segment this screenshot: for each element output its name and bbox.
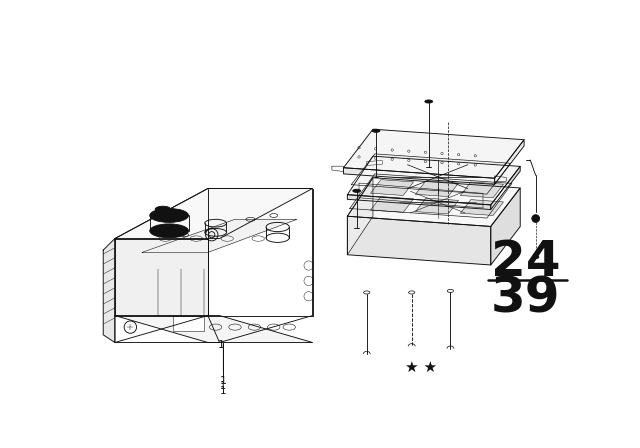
Polygon shape [115, 238, 208, 315]
Polygon shape [344, 129, 524, 178]
Ellipse shape [150, 224, 189, 238]
Ellipse shape [372, 129, 380, 132]
Polygon shape [461, 182, 504, 198]
Polygon shape [115, 189, 312, 238]
Polygon shape [491, 188, 520, 265]
Ellipse shape [425, 100, 433, 103]
Polygon shape [173, 315, 204, 331]
Polygon shape [415, 198, 458, 214]
Polygon shape [348, 216, 491, 265]
Polygon shape [351, 154, 511, 194]
Polygon shape [344, 168, 495, 185]
Polygon shape [371, 197, 413, 212]
Text: 1: 1 [220, 381, 227, 391]
Polygon shape [371, 180, 413, 195]
Polygon shape [495, 176, 506, 181]
Polygon shape [348, 178, 373, 255]
Polygon shape [115, 315, 312, 343]
Polygon shape [348, 195, 491, 210]
Polygon shape [142, 220, 297, 252]
Text: 1: 1 [220, 376, 227, 386]
Text: 1: 1 [218, 340, 225, 350]
Polygon shape [348, 156, 520, 205]
Ellipse shape [532, 255, 539, 258]
Polygon shape [103, 238, 115, 343]
Polygon shape [332, 166, 344, 172]
Polygon shape [349, 174, 512, 218]
Polygon shape [491, 166, 520, 210]
Polygon shape [348, 178, 520, 227]
Polygon shape [495, 140, 524, 185]
Ellipse shape [150, 208, 189, 222]
Text: 24: 24 [491, 237, 561, 286]
Ellipse shape [353, 189, 360, 192]
Polygon shape [415, 181, 458, 197]
Text: ★ ★: ★ ★ [405, 361, 437, 375]
Circle shape [532, 215, 540, 222]
Text: 39: 39 [491, 275, 561, 323]
Text: 1: 1 [220, 386, 227, 396]
Polygon shape [461, 200, 504, 215]
Ellipse shape [155, 206, 171, 212]
